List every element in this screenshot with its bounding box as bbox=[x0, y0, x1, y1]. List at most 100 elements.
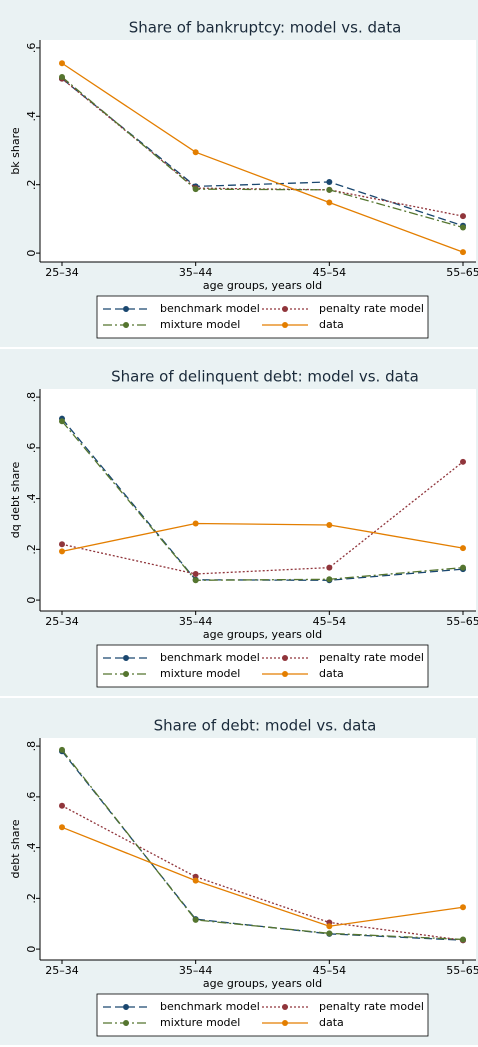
data-point bbox=[326, 178, 333, 185]
legend-label: mixture model bbox=[160, 667, 240, 680]
legend-marker bbox=[123, 655, 129, 661]
x-tick-label: 35–44 bbox=[179, 615, 213, 628]
legend-label: benchmark model bbox=[160, 651, 260, 664]
legend-label: penalty rate model bbox=[319, 1000, 424, 1013]
data-point bbox=[460, 249, 466, 256]
y-tick-label: .8 bbox=[25, 392, 38, 403]
y-tick-label: .2 bbox=[25, 179, 38, 190]
data-point bbox=[59, 802, 65, 809]
series-line bbox=[61, 62, 464, 253]
x-axis-label: age groups, years old bbox=[203, 628, 322, 641]
data-point bbox=[59, 824, 65, 831]
legend-marker bbox=[282, 306, 288, 312]
legend-label: penalty rate model bbox=[319, 302, 424, 315]
data-point bbox=[326, 564, 333, 571]
legend-label: benchmark model bbox=[160, 302, 260, 315]
data-point bbox=[192, 186, 199, 193]
series-line bbox=[61, 420, 464, 581]
y-axis-label: debt share bbox=[9, 819, 22, 878]
data-point bbox=[59, 60, 65, 67]
legend-label: mixture model bbox=[160, 1016, 240, 1029]
x-tick-label: 25–34 bbox=[45, 266, 79, 279]
series-line bbox=[61, 76, 464, 229]
legend-marker bbox=[282, 1020, 288, 1026]
data-point bbox=[460, 224, 466, 231]
data-point bbox=[326, 923, 333, 930]
data-point bbox=[326, 521, 333, 528]
legend-label: data bbox=[319, 1016, 344, 1029]
data-point bbox=[192, 570, 199, 577]
legend-marker bbox=[123, 1004, 129, 1010]
legend-marker bbox=[282, 671, 288, 677]
y-tick-label: 0 bbox=[25, 946, 38, 953]
x-axis-label: age groups, years old bbox=[203, 279, 322, 292]
legend-marker bbox=[123, 306, 129, 312]
legend-marker bbox=[282, 1004, 288, 1010]
x-tick-label: 55–65 bbox=[446, 615, 478, 628]
legend-marker bbox=[123, 671, 129, 677]
data-point bbox=[326, 186, 333, 193]
y-tick-label: .6 bbox=[25, 43, 38, 54]
legend-marker bbox=[282, 655, 288, 661]
y-tick-label: .2 bbox=[25, 544, 38, 555]
data-point bbox=[460, 213, 466, 220]
data-point bbox=[59, 73, 65, 80]
legend-label: data bbox=[319, 318, 344, 331]
y-tick-label: .6 bbox=[25, 443, 38, 454]
y-tick-label: .6 bbox=[25, 792, 38, 803]
y-tick-label: 0 bbox=[25, 597, 38, 604]
y-tick-label: 0 bbox=[25, 250, 38, 257]
series-line bbox=[61, 750, 464, 941]
data-point bbox=[192, 149, 199, 156]
legend bbox=[96, 644, 429, 688]
x-tick-label: 35–44 bbox=[179, 964, 213, 977]
x-tick-label: 45–54 bbox=[313, 964, 347, 977]
plot-area bbox=[40, 389, 476, 611]
data-point bbox=[326, 576, 333, 583]
legend-marker bbox=[123, 322, 129, 328]
plot-area bbox=[40, 738, 476, 960]
y-tick-label: .4 bbox=[25, 842, 38, 853]
legend-marker bbox=[123, 1020, 129, 1026]
plot-area bbox=[40, 40, 476, 262]
chart-title: Share of debt: model vs. data bbox=[154, 717, 377, 735]
y-axis-label: dq debt share bbox=[9, 462, 22, 539]
legend bbox=[96, 993, 429, 1037]
x-tick-label: 25–34 bbox=[45, 615, 79, 628]
data-point bbox=[59, 746, 65, 753]
data-point bbox=[460, 545, 466, 552]
legend-label: mixture model bbox=[160, 318, 240, 331]
data-point bbox=[326, 199, 333, 206]
x-tick-label: 35–44 bbox=[179, 266, 213, 279]
series-line bbox=[61, 805, 464, 941]
data-point bbox=[460, 564, 466, 571]
data-point bbox=[59, 418, 65, 425]
data-point bbox=[460, 936, 466, 943]
series-line bbox=[61, 461, 464, 575]
legend-marker bbox=[282, 322, 288, 328]
series-line bbox=[61, 522, 464, 553]
y-tick-label: .8 bbox=[25, 741, 38, 752]
x-tick-label: 25–34 bbox=[45, 964, 79, 977]
data-point bbox=[460, 458, 466, 465]
legend-label: data bbox=[319, 667, 344, 680]
series-line bbox=[61, 749, 464, 941]
y-tick-label: .2 bbox=[25, 893, 38, 904]
legend-label: benchmark model bbox=[160, 1000, 260, 1013]
x-tick-label: 55–65 bbox=[446, 964, 478, 977]
x-axis-label: age groups, years old bbox=[203, 977, 322, 990]
legend-label: penalty rate model bbox=[319, 651, 424, 664]
legend bbox=[96, 295, 429, 339]
series-line bbox=[61, 826, 464, 927]
data-point bbox=[192, 520, 199, 527]
y-tick-label: .4 bbox=[25, 493, 38, 504]
data-point bbox=[192, 916, 199, 923]
data-point bbox=[59, 548, 65, 555]
x-tick-label: 45–54 bbox=[313, 615, 347, 628]
data-point bbox=[192, 577, 199, 584]
data-point bbox=[192, 877, 199, 884]
x-tick-label: 55–65 bbox=[446, 266, 478, 279]
chart-title: Share of delinquent debt: model vs. data bbox=[111, 368, 419, 386]
y-axis-label: bk share bbox=[9, 127, 22, 175]
